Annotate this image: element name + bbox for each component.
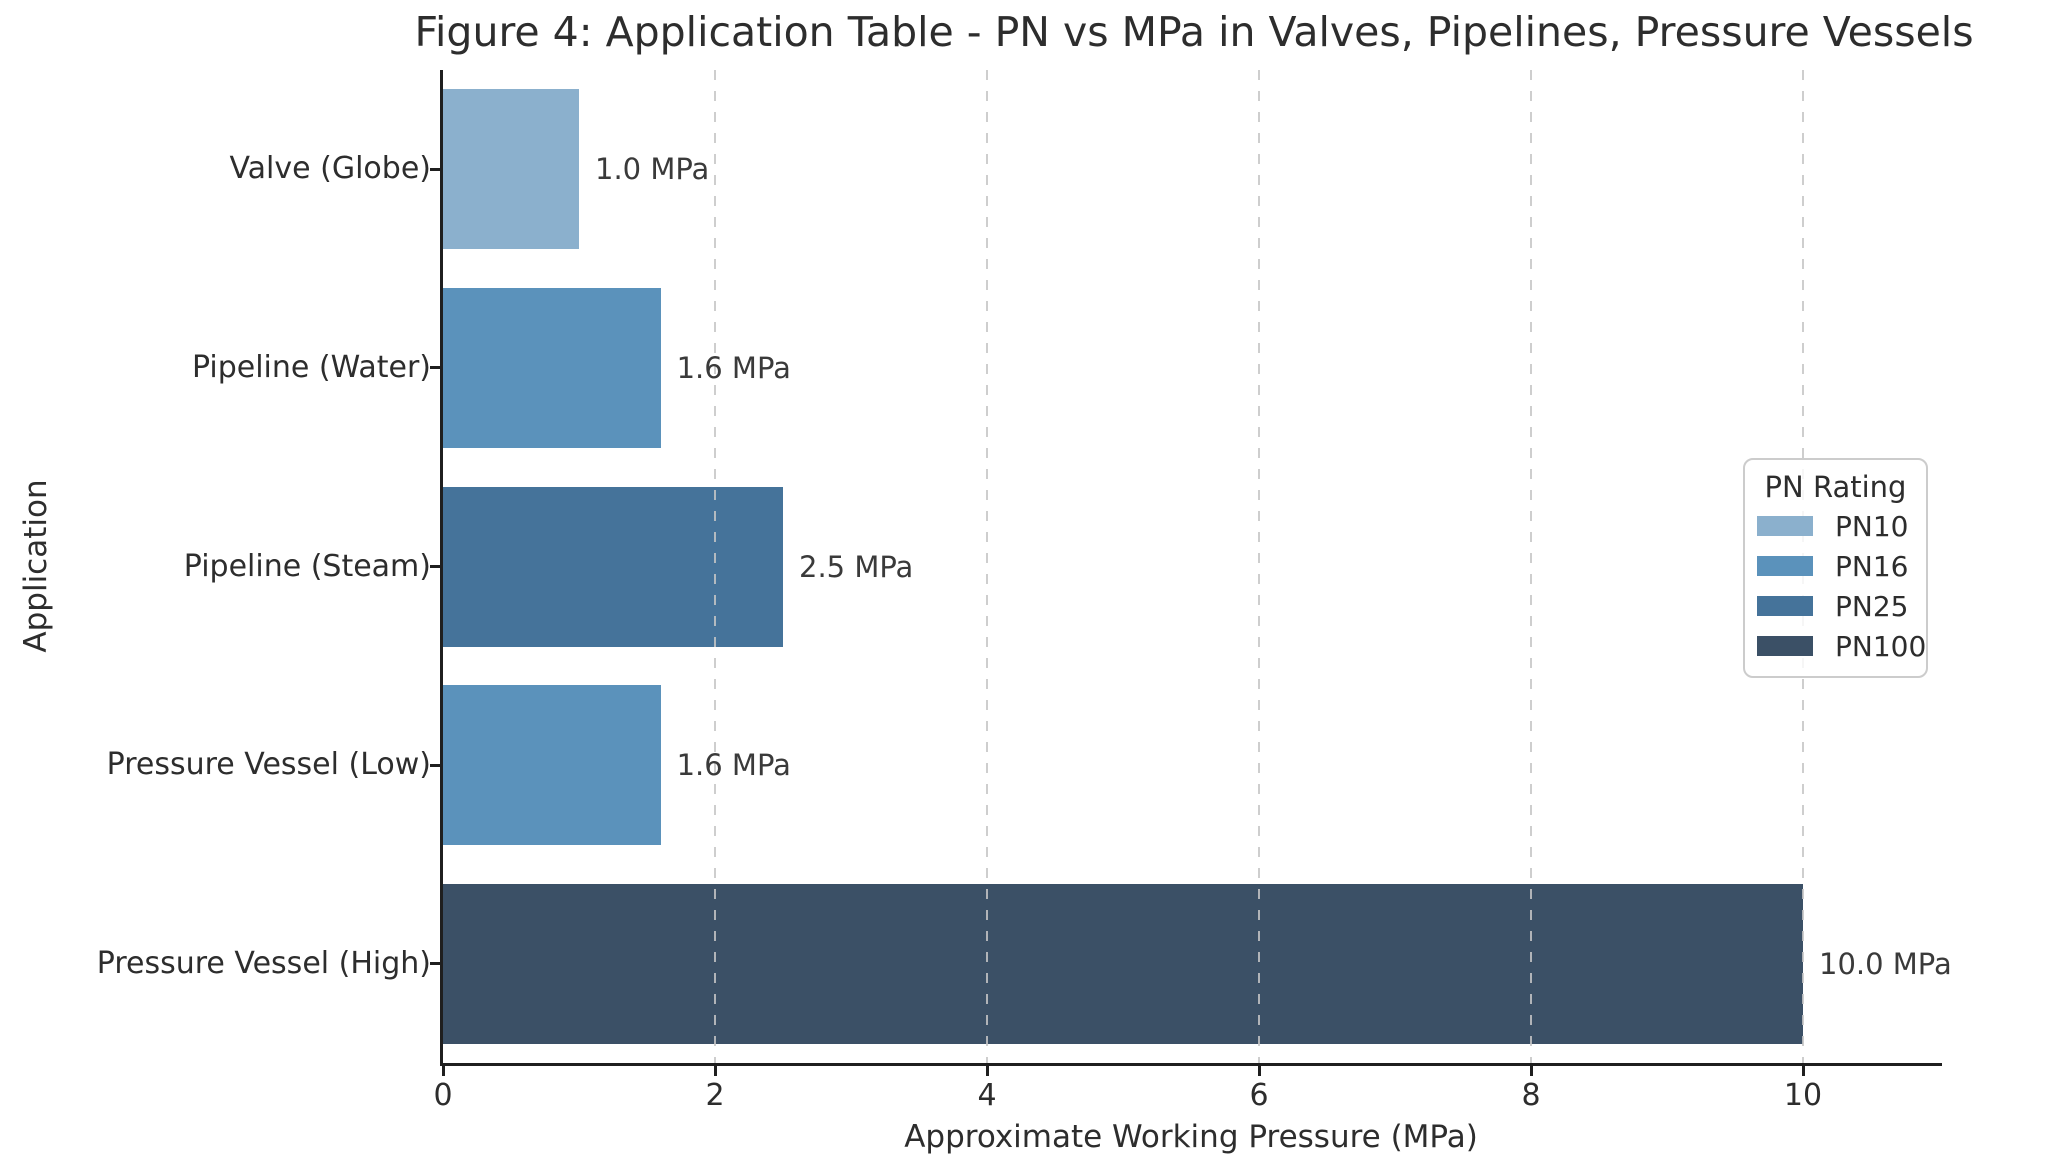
gridline-x-8 bbox=[1530, 70, 1532, 1063]
bar-pn100 bbox=[443, 883, 1803, 1044]
y-tick-mark bbox=[430, 565, 440, 568]
y-tick-mark bbox=[430, 167, 440, 171]
bar-value-label: 1.0 MPa bbox=[595, 152, 710, 187]
x-tick-mark bbox=[1529, 1066, 1533, 1076]
legend: PN Rating PN10 PN16 PN25 PN100 bbox=[1743, 458, 1928, 678]
legend-item-pn25: PN25 bbox=[1757, 586, 1914, 626]
x-tick-mark bbox=[713, 1066, 717, 1076]
legend-swatch-pn10 bbox=[1757, 516, 1813, 536]
bar-pn16 bbox=[443, 685, 661, 846]
gridline-x-6 bbox=[1258, 70, 1260, 1063]
legend-swatch-pn16 bbox=[1757, 556, 1813, 576]
x-tick-mark bbox=[985, 1066, 989, 1076]
bar-pn25 bbox=[443, 486, 783, 647]
gridline-x-4 bbox=[986, 70, 988, 1063]
x-tick-label: 8 bbox=[1521, 1078, 1541, 1113]
y-tick-label: Valve (Globe) bbox=[229, 151, 431, 187]
legend-items: PN10 PN16 PN25 PN100 bbox=[1757, 506, 1926, 666]
bar-pn16 bbox=[443, 287, 661, 448]
legend-title: PN Rating bbox=[1764, 470, 1907, 504]
y-tick-label: Pipeline (Water) bbox=[191, 349, 431, 385]
legend-item-pn16: PN16 bbox=[1757, 546, 1914, 586]
x-tick-label: 2 bbox=[705, 1078, 725, 1113]
y-tick-label: Pressure Vessel (High) bbox=[96, 945, 431, 981]
bar-pn10 bbox=[443, 89, 579, 250]
legend-label: PN100 bbox=[1835, 629, 1927, 663]
legend-swatch-pn100 bbox=[1757, 636, 1813, 656]
legend-label: PN25 bbox=[1835, 589, 1909, 623]
y-axis-title: Application bbox=[18, 479, 54, 653]
x-tick-mark bbox=[1801, 1066, 1805, 1076]
bar-value-label: 2.5 MPa bbox=[799, 549, 914, 584]
legend-label: PN16 bbox=[1835, 549, 1909, 583]
y-tick-mark bbox=[430, 962, 440, 966]
y-tick-mark bbox=[430, 763, 440, 767]
chart-title: Figure 4: Application Table - PN vs MPa … bbox=[414, 8, 1974, 56]
y-tick-label: Pressure Vessel (Low) bbox=[106, 747, 431, 783]
x-tick-label: 4 bbox=[977, 1078, 997, 1113]
y-tick-label: Pipeline (Steam) bbox=[183, 548, 431, 584]
x-axis-title: Approximate Working Pressure (MPa) bbox=[904, 1119, 1478, 1155]
x-tick-label: 10 bbox=[1783, 1078, 1823, 1113]
gridline-x-2 bbox=[714, 70, 716, 1063]
legend-swatch-pn25 bbox=[1757, 596, 1813, 616]
legend-item-pn10: PN10 bbox=[1757, 506, 1914, 546]
plot-area: 1.0 MPa 1.6 MPa 2.5 MPa 1.6 MPa 10.0 MPa bbox=[440, 70, 1952, 1066]
x-tick-mark bbox=[1257, 1066, 1261, 1076]
y-tick-mark bbox=[430, 366, 440, 370]
legend-item-pn100: PN100 bbox=[1757, 626, 1926, 666]
legend-label: PN10 bbox=[1835, 509, 1909, 543]
x-tick-label: 6 bbox=[1249, 1078, 1269, 1113]
bar-value-label: 1.6 MPa bbox=[676, 350, 791, 385]
bar-value-label: 1.6 MPa bbox=[676, 748, 791, 783]
x-tick-label: 0 bbox=[433, 1078, 453, 1113]
bar-value-label: 10.0 MPa bbox=[1819, 946, 1952, 981]
x-tick-mark bbox=[441, 1066, 445, 1076]
